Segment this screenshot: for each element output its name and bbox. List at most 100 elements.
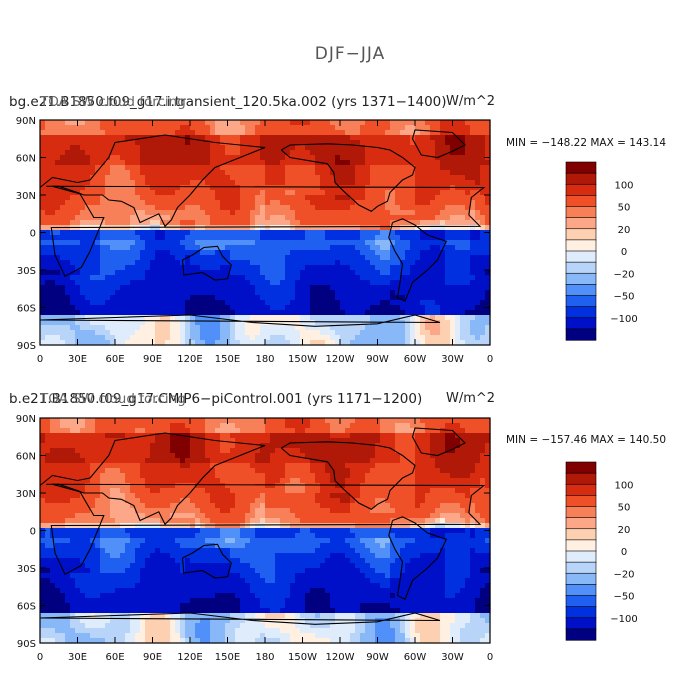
panel1-variable-label: TOA SW cloud forcing	[40, 94, 186, 110]
colorbar-swatch	[565, 506, 597, 519]
x-tick-label: 150E	[215, 354, 240, 365]
colorbar-label: −50	[613, 292, 634, 303]
colorbar-swatch	[565, 483, 597, 496]
colorbar-swatch	[565, 261, 597, 274]
coastline-2	[181, 543, 232, 579]
x-tick-label: 180	[255, 354, 274, 365]
x-tick-label: 60E	[105, 354, 124, 365]
colorbar-swatch	[565, 472, 597, 485]
x-tick-label: 60W	[404, 354, 427, 365]
panel1-min: MIN = −148.22	[506, 137, 588, 149]
panel2-variable-label: TOA SW cloud forcing	[40, 391, 186, 407]
x-tick-label: 60W	[404, 652, 427, 663]
colorbar-swatch	[565, 550, 597, 563]
coastline-2	[181, 245, 232, 281]
coastline-6	[39, 612, 441, 625]
colorbar-swatch	[565, 517, 597, 530]
y-tick-label: 30N	[16, 191, 36, 202]
colorbar-label: 100	[614, 180, 633, 191]
colorbar-swatch	[565, 595, 597, 608]
coastline-4	[388, 516, 448, 601]
y-tick-label: 90S	[17, 341, 36, 352]
y-tick-label: 60S	[17, 602, 36, 613]
colorbar-swatch	[565, 528, 597, 541]
panel2-min: MIN = −157.46	[506, 434, 588, 446]
coastline-4	[388, 218, 448, 303]
panel1-coastlines	[39, 129, 486, 327]
x-tick-label: 90E	[143, 652, 162, 663]
coastline-3	[280, 143, 416, 212]
panel2-units-label: W/m^2	[446, 391, 496, 406]
x-tick-label: 0	[37, 354, 43, 365]
colorbar-label: 20	[618, 525, 631, 536]
x-tick-label: 0	[487, 652, 493, 663]
panel2-dataset-label: b.e21.B1850.f09_g17.CMIP6−piControl.001 …	[9, 391, 423, 407]
colorbar-swatch	[565, 195, 597, 208]
panel2-minmax: MIN = −157.46 MAX = 140.50	[506, 434, 666, 446]
colorbar-swatch	[565, 172, 597, 185]
coastline-3	[280, 441, 416, 510]
colorbar-swatch	[565, 272, 597, 285]
colorbar-swatch	[565, 628, 597, 641]
colorbar-label: −100	[610, 314, 637, 325]
x-tick-label: 30E	[68, 652, 87, 663]
panel1-max: MAX = 143.14	[590, 137, 667, 149]
x-tick-label: 150W	[288, 652, 317, 663]
x-tick-label: 120E	[177, 652, 202, 663]
colorbar-swatch	[565, 183, 597, 196]
x-tick-label: 30W	[441, 354, 464, 365]
coastline-5	[411, 427, 466, 457]
x-tick-label: 0	[487, 354, 493, 365]
x-tick-label: 60E	[105, 652, 124, 663]
colorbar-swatch	[565, 317, 597, 330]
x-tick-label: 30W	[441, 652, 464, 663]
y-tick-label: 90S	[17, 639, 36, 650]
panel1-dataset-label: bg.e21.B1850.f09_g17.i.transient_120.5ka…	[9, 94, 447, 110]
colorbar-swatch	[565, 295, 597, 308]
colorbar-label: −100	[610, 614, 637, 625]
coastline-0	[39, 134, 266, 228]
panel1-minmax: MIN = −148.22 MAX = 143.14	[506, 137, 666, 149]
x-tick-label: 180	[255, 652, 274, 663]
colorbar-swatch	[565, 284, 597, 297]
y-tick-label: 60N	[16, 154, 36, 165]
colorbar-swatch	[565, 228, 597, 241]
colorbar-swatch	[565, 495, 597, 508]
y-tick-label: 60N	[16, 452, 36, 463]
colorbar-swatch	[565, 328, 597, 341]
panel1-units-label: W/m^2	[446, 94, 496, 109]
colorbar-swatch	[565, 206, 597, 219]
colorbar-label: 20	[618, 225, 631, 236]
colorbar-swatch	[565, 572, 597, 585]
x-tick-label: 90E	[143, 354, 162, 365]
colorbar-swatch	[565, 561, 597, 574]
y-tick-label: 0	[30, 229, 36, 240]
colorbar-label: 0	[621, 247, 627, 258]
panel2-colorbar: 100 50 20 0 −20 −50 −100	[565, 461, 638, 641]
panel2-coastlines	[39, 427, 486, 625]
colorbar-label: −50	[613, 592, 634, 603]
colorbar-label: 100	[614, 480, 633, 491]
colorbar-label: −20	[613, 569, 634, 580]
panel1-colorbar: 100 50 20 0 −20 −50 −100	[565, 161, 638, 341]
colorbar-swatch	[565, 461, 597, 474]
colorbar-swatch	[565, 539, 597, 552]
coastline-6	[39, 314, 441, 327]
x-tick-label: 90W	[366, 354, 389, 365]
panel2-map	[40, 418, 491, 644]
colorbar-label: 50	[618, 203, 631, 214]
colorbar-swatch	[565, 606, 597, 619]
x-tick-label: 90W	[366, 652, 389, 663]
x-tick-label: 120W	[326, 652, 355, 663]
coastline-1	[50, 483, 486, 576]
colorbar-swatch	[565, 306, 597, 319]
y-tick-label: 90N	[16, 414, 36, 425]
x-tick-label: 120W	[326, 354, 355, 365]
x-tick-label: 150E	[215, 652, 240, 663]
colorbar-label: −20	[613, 269, 634, 280]
coastline-0	[39, 432, 266, 526]
x-tick-label: 150W	[288, 354, 317, 365]
y-tick-label: 30N	[16, 489, 36, 500]
y-tick-label: 90N	[16, 116, 36, 127]
